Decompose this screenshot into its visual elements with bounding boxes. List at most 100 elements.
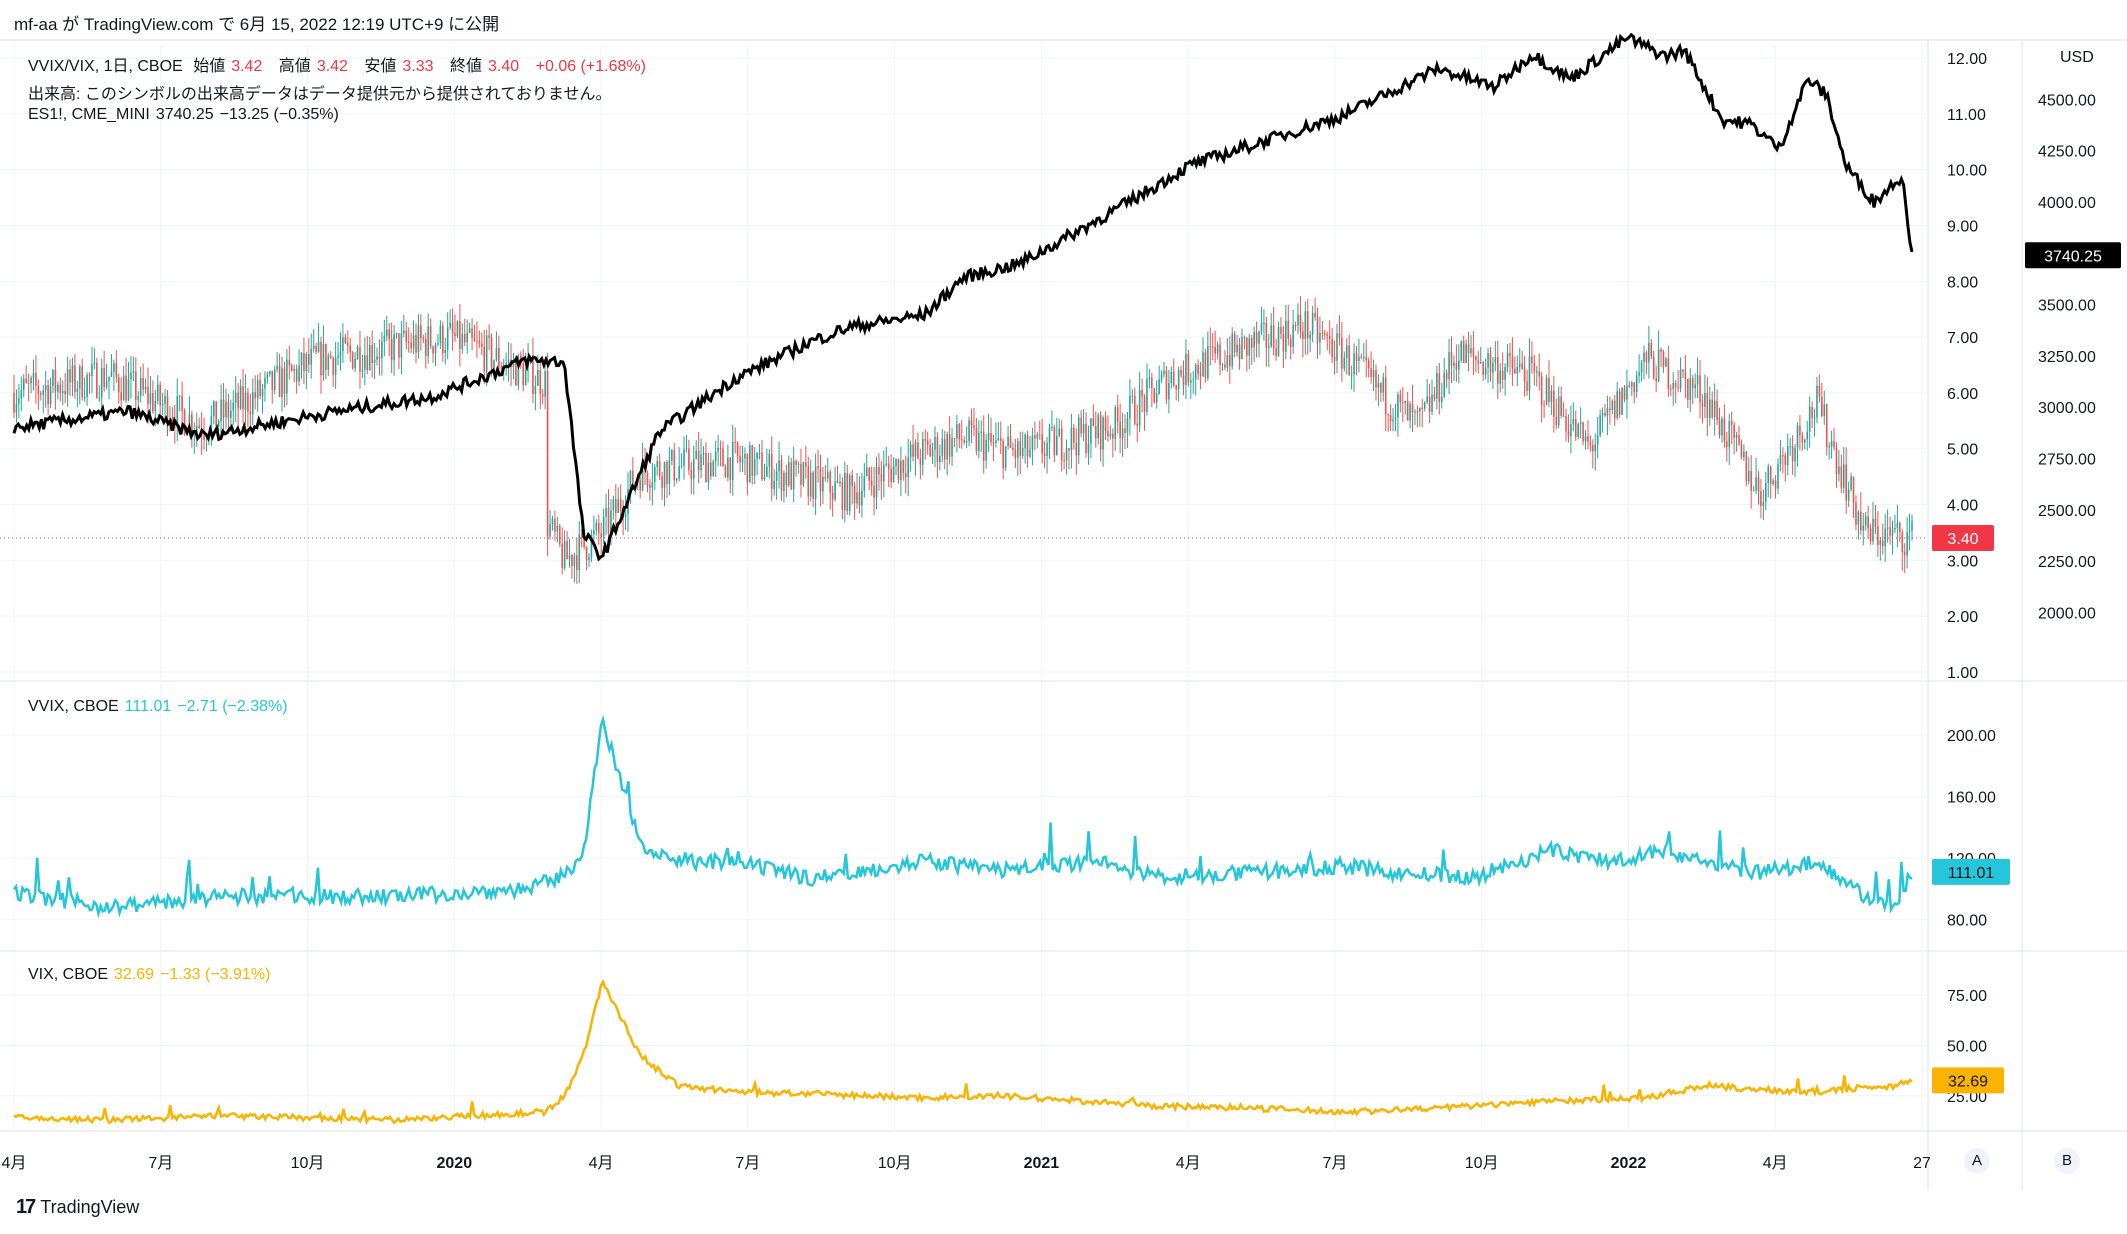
candle: [476, 340, 478, 342]
candle: [385, 329, 388, 336]
candle: [632, 470, 634, 489]
candle: [1626, 385, 1628, 400]
candle: [27, 382, 30, 384]
candle: [1401, 401, 1404, 403]
candle: [1611, 400, 1614, 411]
candle: [651, 481, 654, 488]
candle: [1034, 435, 1036, 439]
candle: [1350, 374, 1353, 376]
candle: [110, 372, 113, 377]
vvix-price-badge-text: 111.01: [1948, 865, 1995, 882]
candle: [1769, 466, 1772, 484]
y-tick-label: 1.00: [1947, 665, 1978, 682]
candle: [512, 360, 515, 368]
candle: [1823, 404, 1826, 417]
candle: [371, 345, 373, 364]
autoscale-button[interactable]: A: [1964, 1148, 1990, 1174]
candle: [247, 392, 249, 412]
candle: [695, 450, 698, 460]
candle: [1411, 403, 1414, 413]
candle: [917, 442, 919, 459]
candle: [1482, 362, 1484, 375]
price-scale-b-button[interactable]: B: [2054, 1148, 2080, 1174]
footer-brand: 17 TradingView: [16, 1196, 140, 1218]
candle: [1879, 540, 1882, 545]
candle: [1740, 444, 1743, 458]
candle: [1886, 527, 1889, 529]
candle: [785, 472, 788, 486]
candle: [1621, 387, 1623, 415]
candle: [1190, 380, 1192, 383]
candle: [1041, 434, 1043, 454]
candle: [1309, 334, 1311, 339]
candle: [52, 370, 54, 387]
candle: [1007, 436, 1009, 447]
candle: [1789, 446, 1791, 448]
candle: [783, 472, 785, 492]
candle: [351, 352, 354, 369]
candle: [1112, 433, 1114, 439]
candle: [558, 525, 561, 544]
candle: [1604, 412, 1606, 416]
y-tick-label: 3.00: [1947, 553, 1978, 570]
candle: [1840, 466, 1843, 488]
candle: [283, 368, 286, 394]
candle: [135, 371, 137, 401]
candle: [1292, 325, 1294, 348]
candle: [761, 452, 763, 480]
candle: [1397, 394, 1399, 418]
candle: [868, 467, 870, 481]
candle: [300, 353, 303, 366]
x-tick-label: 4月: [2, 1155, 27, 1172]
candle: [1855, 502, 1857, 525]
candle: [736, 442, 739, 456]
candle: [159, 384, 161, 406]
candle: [746, 453, 749, 483]
candle: [1516, 366, 1519, 374]
candle: [1133, 395, 1136, 424]
candle: [1024, 434, 1026, 449]
candle: [1723, 418, 1726, 442]
candle: [1782, 455, 1784, 457]
candle: [1324, 333, 1326, 335]
candle: [571, 554, 573, 567]
candle: [1857, 511, 1860, 525]
candle: [1553, 390, 1555, 417]
candle: [1560, 396, 1562, 416]
candle: [242, 386, 244, 410]
candle: [1757, 477, 1760, 492]
candle: [1275, 348, 1277, 356]
candle: [1233, 333, 1236, 353]
candle: [1601, 412, 1604, 416]
candle: [1497, 357, 1499, 384]
candle: [1862, 525, 1865, 531]
legend-volume: 出来高: このシンボルの出来高データはデータ提供元から提供されておりません。: [28, 86, 612, 103]
chart-canvas[interactable]: 4月 7月 10月 2020 4月 7月 10月 2021 4月 7月 10月 2022 4月 27 12.…: [0, 0, 2127, 1190]
candle: [100, 368, 103, 398]
candle: [668, 460, 671, 485]
candle: [1012, 447, 1014, 451]
candle: [1830, 441, 1833, 447]
candle: [115, 363, 118, 378]
candle: [1867, 516, 1869, 529]
y2-tick-label: 2500.00: [2038, 503, 2096, 520]
candle: [1545, 378, 1548, 405]
candle: [1043, 453, 1046, 457]
candle: [1367, 360, 1370, 369]
legend-vvix: VVIX, CBOE 111.01 −2.71 (−2.38%): [28, 698, 288, 715]
candle: [322, 344, 325, 376]
candle: [848, 475, 851, 512]
candle: [1228, 355, 1231, 367]
candle: [1494, 357, 1497, 363]
candle: [449, 322, 451, 328]
candle: [1031, 435, 1034, 450]
candle: [1472, 348, 1475, 357]
candle: [602, 516, 605, 537]
candle: [122, 375, 125, 401]
candle: [1238, 344, 1241, 360]
candle: [127, 379, 130, 401]
candle: [1701, 402, 1704, 407]
candle: [1674, 382, 1677, 387]
candle: [334, 357, 337, 375]
candle: [537, 370, 539, 386]
